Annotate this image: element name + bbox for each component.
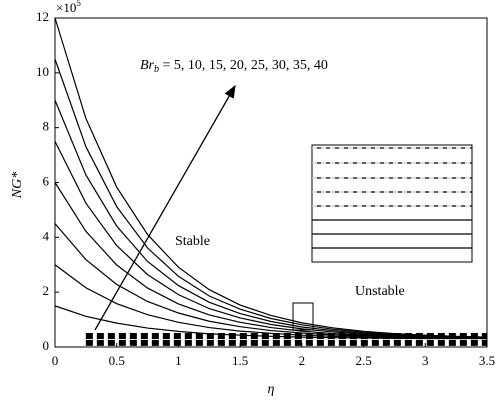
y-tick-label: 10 xyxy=(36,64,49,79)
inset xyxy=(311,144,473,263)
annotation: Brb = 5, 10, 15, 20, 25, 30, 35, 40 xyxy=(140,58,328,75)
series-line xyxy=(54,264,488,340)
x-tick-label: 1.5 xyxy=(232,353,248,368)
region-label: Stable xyxy=(175,234,210,249)
x-tick-label: 2 xyxy=(299,353,306,368)
x-tick-label: 3 xyxy=(422,353,429,368)
series-line xyxy=(54,17,488,338)
arrow xyxy=(94,84,236,331)
y-tick-label: 4 xyxy=(43,228,50,243)
x-tick-label: 1 xyxy=(175,353,182,368)
y-tick-label: 6 xyxy=(43,173,50,188)
y-tick-label: 8 xyxy=(43,119,50,134)
x-axis-label: η xyxy=(268,382,275,397)
y-tick-label: 0 xyxy=(43,338,50,353)
series-line xyxy=(54,182,488,339)
region-label: Unstable xyxy=(355,284,405,299)
x-tick-label: 2.5 xyxy=(355,353,371,368)
x-tick-label: 0.5 xyxy=(109,353,125,368)
x-tick-label: 3.5 xyxy=(479,353,495,368)
y-axis-label: NG* xyxy=(10,172,25,199)
y-tick-label: 2 xyxy=(43,283,50,298)
y-tick-label: 12 xyxy=(36,9,49,24)
x-tick-label: 0 xyxy=(52,353,59,368)
y-multiplier: ×105 xyxy=(56,0,81,15)
zoom-box xyxy=(292,302,314,331)
